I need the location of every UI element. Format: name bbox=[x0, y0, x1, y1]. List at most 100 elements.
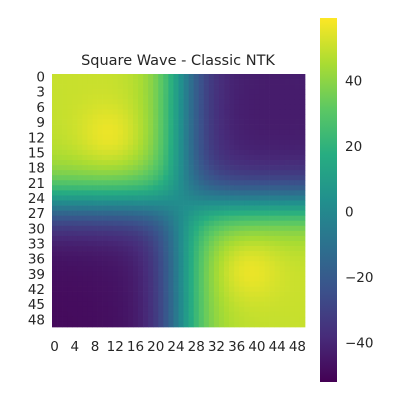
heatmap-cell bbox=[249, 311, 255, 318]
heatmap-cell bbox=[198, 256, 205, 262]
heatmap-cell bbox=[178, 144, 184, 151]
heatmap-cell bbox=[254, 306, 260, 313]
heatmap-cell bbox=[279, 210, 286, 217]
heatmap-cell bbox=[224, 134, 230, 141]
heatmap-cell bbox=[244, 246, 250, 252]
heatmap-cell bbox=[127, 271, 134, 277]
heatmap-cell bbox=[289, 286, 296, 292]
heatmap-cell bbox=[213, 291, 220, 297]
heatmap-cell bbox=[259, 316, 265, 323]
heatmap-cell bbox=[203, 225, 210, 232]
heatmap-cell bbox=[193, 246, 200, 252]
heatmap-cell bbox=[168, 316, 174, 323]
heatmap-cell bbox=[254, 205, 260, 211]
heatmap-cell bbox=[62, 215, 68, 222]
heatmap-cell bbox=[148, 286, 154, 292]
heatmap-cell bbox=[289, 195, 296, 201]
heatmap-cell bbox=[77, 261, 83, 267]
heatmap-cell bbox=[92, 74, 98, 80]
heatmap-cell bbox=[289, 134, 296, 141]
heatmap-cell bbox=[52, 251, 58, 257]
heatmap-cell bbox=[173, 190, 179, 196]
heatmap-cell bbox=[72, 99, 78, 105]
heatmap-cell bbox=[158, 170, 164, 176]
heatmap-cell bbox=[213, 175, 220, 181]
heatmap-cell bbox=[138, 240, 144, 247]
heatmap-cell bbox=[127, 139, 134, 146]
heatmap-cell bbox=[224, 84, 230, 90]
heatmap-cell bbox=[299, 94, 306, 100]
heatmap-cell bbox=[138, 200, 144, 206]
heatmap-cell bbox=[122, 74, 129, 80]
heatmap-cell bbox=[163, 89, 169, 95]
heatmap-cell bbox=[158, 311, 164, 318]
heatmap-cell bbox=[284, 190, 291, 196]
heatmap-cell bbox=[158, 84, 164, 90]
heatmap-cell bbox=[97, 276, 103, 282]
heatmap-cell bbox=[127, 306, 134, 313]
heatmap-cell bbox=[168, 281, 174, 287]
heatmap-cell bbox=[284, 311, 291, 318]
heatmap-cell bbox=[117, 230, 124, 237]
heatmap-cell bbox=[117, 306, 124, 313]
heatmap-cell bbox=[294, 190, 301, 196]
heatmap-cell bbox=[163, 301, 169, 308]
heatmap-cell bbox=[264, 79, 270, 85]
heatmap-cell bbox=[234, 210, 240, 217]
heatmap-cell bbox=[143, 246, 149, 252]
heatmap-cell bbox=[299, 154, 306, 161]
heatmap-cell bbox=[153, 129, 159, 136]
heatmap-cell bbox=[77, 296, 83, 303]
heatmap-cell bbox=[213, 94, 220, 100]
heatmap-cell bbox=[198, 74, 205, 80]
heatmap-cell bbox=[57, 129, 63, 136]
heatmap-cell bbox=[294, 134, 301, 141]
heatmap-cell bbox=[112, 160, 119, 166]
heatmap-cell bbox=[72, 266, 78, 272]
heatmap-cell bbox=[52, 230, 58, 237]
heatmap-cell bbox=[77, 94, 83, 100]
heatmap-cell bbox=[97, 256, 103, 262]
heatmap-cell bbox=[264, 99, 270, 105]
heatmap-cell bbox=[52, 261, 58, 267]
heatmap-cell bbox=[102, 139, 109, 146]
heatmap-cell bbox=[92, 271, 98, 277]
heatmap-cell bbox=[299, 165, 306, 171]
heatmap-cell bbox=[208, 190, 215, 196]
heatmap-cell bbox=[254, 301, 260, 308]
heatmap-cell bbox=[122, 180, 129, 186]
heatmap-cell bbox=[77, 200, 83, 206]
heatmap-cell bbox=[62, 301, 68, 308]
heatmap-cell bbox=[284, 104, 291, 110]
heatmap-cell bbox=[198, 291, 205, 297]
heatmap-cell bbox=[153, 74, 159, 80]
heatmap-cell bbox=[158, 240, 164, 247]
y-tick-label: 15 bbox=[28, 145, 45, 161]
heatmap-cell bbox=[218, 114, 225, 120]
heatmap-cell bbox=[57, 306, 63, 313]
heatmap-cell bbox=[224, 256, 230, 262]
heatmap-cell bbox=[92, 119, 98, 125]
heatmap-cell bbox=[244, 256, 250, 262]
heatmap-cell bbox=[188, 321, 195, 328]
heatmap-cell bbox=[244, 306, 250, 313]
heatmap-cell bbox=[168, 306, 174, 313]
heatmap-cell bbox=[173, 84, 179, 90]
heatmap-cell bbox=[193, 170, 200, 176]
heatmap-cell bbox=[77, 291, 83, 297]
heatmap-cell bbox=[294, 74, 301, 80]
heatmap-cell bbox=[269, 129, 275, 136]
heatmap-cell bbox=[269, 160, 275, 166]
heatmap-cell bbox=[254, 195, 260, 201]
heatmap-cell bbox=[163, 321, 169, 328]
heatmap-cell bbox=[234, 160, 240, 166]
heatmap-cell bbox=[87, 215, 93, 222]
heatmap-cell bbox=[153, 230, 159, 237]
heatmap-cell bbox=[168, 99, 174, 105]
heatmap-cell bbox=[284, 134, 291, 141]
heatmap-cell bbox=[163, 256, 169, 262]
heatmap-cell bbox=[138, 84, 144, 90]
heatmap-cell bbox=[299, 230, 306, 237]
heatmap-cell bbox=[62, 119, 68, 125]
heatmap-cell bbox=[244, 311, 250, 318]
